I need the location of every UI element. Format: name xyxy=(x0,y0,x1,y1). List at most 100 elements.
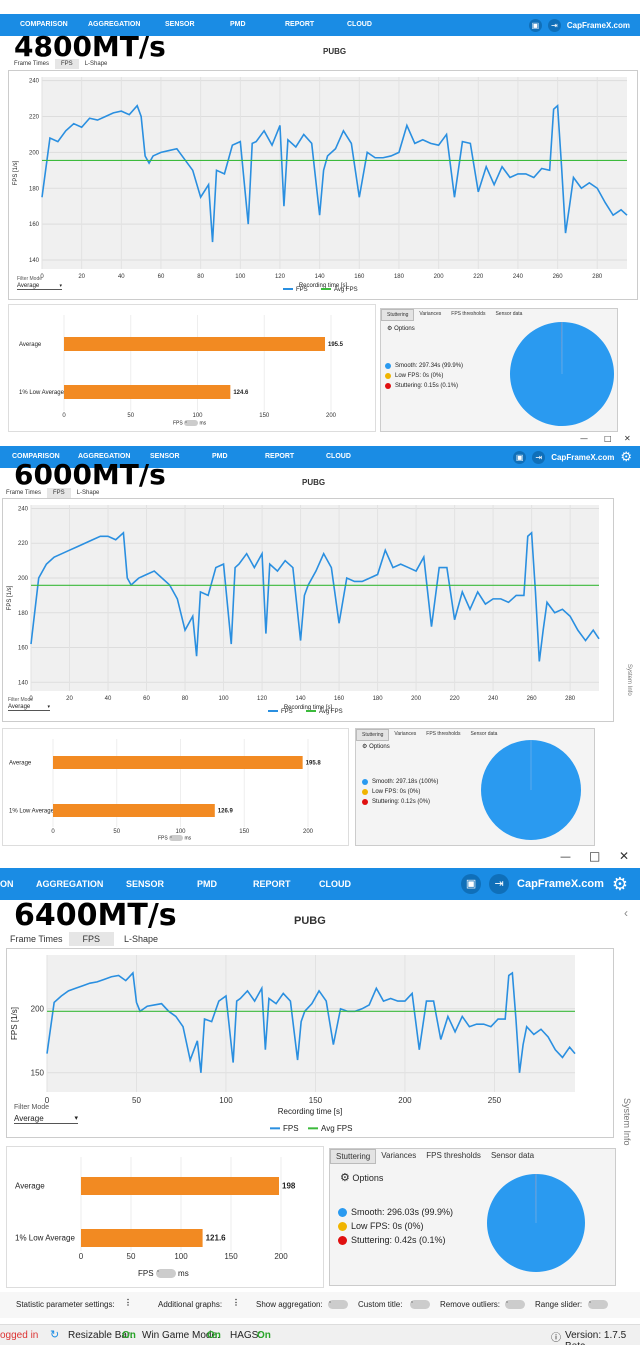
unit-toggle[interactable] xyxy=(155,1269,176,1279)
tab-sensor-data[interactable]: Sensor data xyxy=(470,731,498,737)
nav-cloud[interactable]: CLOUD xyxy=(347,21,372,28)
options-button[interactable]: ⚙ Options xyxy=(387,325,415,332)
minimize-button[interactable]: — xyxy=(560,850,571,863)
nav-cloud[interactable]: CLOUD xyxy=(326,453,351,460)
close-button[interactable]: ✕ xyxy=(624,434,631,443)
nav-pmd[interactable]: PMD xyxy=(230,21,246,28)
tab-sensor-data[interactable]: Sensor data xyxy=(490,1151,535,1160)
system-info-tab[interactable]: System Info xyxy=(626,664,632,696)
nav-aggregation[interactable]: AGGREGATION xyxy=(36,879,104,889)
fps-series-line xyxy=(30,531,600,662)
minimize-button[interactable]: — xyxy=(580,434,588,443)
fps-ms-toggle[interactable]: FPS ms xyxy=(173,420,206,426)
tab-fps[interactable]: FPS xyxy=(55,59,79,69)
nav-cloud[interactable]: CLOUD xyxy=(319,879,351,889)
screenshot-icon[interactable]: ▣ xyxy=(513,450,527,464)
bar-value-label: 121.6 xyxy=(206,1234,227,1243)
settings-gear-icon[interactable]: ⚙ xyxy=(611,873,628,894)
show-aggregation-toggle[interactable] xyxy=(328,1300,348,1309)
tab-l-shape[interactable]: L-Shape xyxy=(76,490,100,496)
screenshot-icon[interactable]: ▣ xyxy=(528,18,542,32)
nav-comparison[interactable]: ON xyxy=(0,879,14,889)
maximize-button[interactable]: □ xyxy=(589,849,601,863)
tab-stuttering[interactable]: Stuttering xyxy=(356,729,390,741)
tab-fps[interactable]: FPS xyxy=(68,932,115,946)
info-icon[interactable]: ⓘ xyxy=(551,1333,561,1344)
close-button[interactable]: ✕ xyxy=(619,849,630,863)
screenshot-icon[interactable]: ▣ xyxy=(461,874,482,894)
plot-area xyxy=(31,505,599,691)
tab-variances[interactable]: Variances xyxy=(381,1151,417,1160)
range-slider-toggle[interactable] xyxy=(588,1300,608,1309)
nav-aggregation[interactable]: AGGREGATION xyxy=(88,21,141,28)
tab-fps-thresholds[interactable]: FPS thresholds xyxy=(451,311,486,317)
low-fps-dot xyxy=(338,1221,347,1231)
login-icon[interactable]: ⇥ xyxy=(547,18,561,32)
tab-sensor-data[interactable]: Sensor data xyxy=(495,311,523,317)
remove-outliers-toggle[interactable] xyxy=(505,1300,525,1309)
tab-fps[interactable]: FPS xyxy=(47,488,71,498)
tab-l-shape[interactable]: L-Shape xyxy=(84,61,108,67)
main-nav: ON AGGREGATION SENSOR PMD REPORT CLOUD ▣… xyxy=(0,868,640,900)
filter-mode-select[interactable]: Average ▾ xyxy=(17,283,62,290)
fps-chart-box: 140 160 180 200 220 240 0 20 40 60 80 100 120 140 160 1… xyxy=(2,498,614,722)
unit-toggle[interactable] xyxy=(184,420,199,426)
options-button[interactable]: ⚙ Options xyxy=(340,1171,383,1184)
tab-variances[interactable]: Variances xyxy=(394,731,417,737)
options-button[interactable]: ⚙ Options xyxy=(362,743,390,750)
system-info-tab[interactable]: System Info xyxy=(622,1098,632,1146)
bar-x-tick-label: 150 xyxy=(239,829,250,835)
nav-comparison[interactable]: COMPARISON xyxy=(12,453,60,460)
bar-chart-box: 0 50 100 150 200 Average 198 1% Low Average 121.… xyxy=(6,1146,324,1288)
additional-graphs-kebab-icon[interactable]: ⋮ xyxy=(232,1298,240,1307)
y-tick-label: 220 xyxy=(18,541,29,547)
brand-label[interactable]: CapFrameX.com xyxy=(566,20,630,30)
filter-mode-select[interactable]: Average ▾ xyxy=(8,704,50,711)
tab-l-shape[interactable]: L-Shape xyxy=(124,934,159,944)
tab-fps-thresholds[interactable]: FPS thresholds xyxy=(426,1151,481,1160)
maximize-button[interactable]: □ xyxy=(604,434,612,443)
fps-series-line xyxy=(46,971,576,1073)
nav-comparison[interactable]: COMPARISON xyxy=(20,21,68,28)
nav-report[interactable]: REPORT xyxy=(265,453,295,460)
nav-sensor[interactable]: SENSOR xyxy=(150,453,180,460)
nav-pmd[interactable]: PMD xyxy=(197,879,217,889)
x-tick-label: 180 xyxy=(394,274,405,280)
y-tick-label: 140 xyxy=(29,258,40,264)
statistic-settings-kebab-icon[interactable]: ⋮ xyxy=(124,1298,132,1307)
legend-stuttering: Stuttering: 0.42s (0.1%) xyxy=(338,1233,453,1247)
nav-sensor[interactable]: SENSOR xyxy=(165,21,195,28)
hags-value: On xyxy=(257,1330,271,1341)
x-tick-label: 0 xyxy=(45,1096,50,1105)
nav-aggregation[interactable]: AGGREGATION xyxy=(78,453,131,460)
nav-pmd[interactable]: PMD xyxy=(212,453,228,460)
tab-variances[interactable]: Variances xyxy=(419,311,442,317)
login-icon[interactable]: ⇥ xyxy=(489,874,510,894)
tab-frame-times[interactable]: Frame Times xyxy=(14,61,50,67)
brand-label[interactable]: CapFrameX.com xyxy=(551,452,615,462)
x-tick-label: 100 xyxy=(219,696,230,702)
plot-area xyxy=(42,77,627,269)
fps-ms-toggle[interactable]: FPS ms xyxy=(138,1269,189,1279)
tab-frame-times[interactable]: Frame Times xyxy=(6,490,42,496)
tab-fps-thresholds[interactable]: FPS thresholds xyxy=(426,731,461,737)
filter-mode-select[interactable]: Average ▾ xyxy=(14,1114,78,1124)
nav-report[interactable]: REPORT xyxy=(285,21,315,28)
statistic-settings-label[interactable]: Statistic parameter settings: xyxy=(16,1300,115,1309)
fps-ms-toggle[interactable]: FPS ms xyxy=(158,835,191,841)
nav-sensor[interactable]: SENSOR xyxy=(126,879,165,889)
tab-stuttering[interactable]: Stuttering xyxy=(381,309,415,321)
brand-label[interactable]: CapFrameX.com xyxy=(517,878,604,890)
refresh-icon[interactable]: ↻ xyxy=(50,1329,60,1341)
tab-frame-times[interactable]: Frame Times xyxy=(10,934,63,944)
tab-stuttering[interactable]: Stuttering xyxy=(330,1149,377,1164)
nav-report[interactable]: REPORT xyxy=(253,879,291,889)
unit-toggle[interactable] xyxy=(169,835,184,841)
collapse-chevron-icon[interactable]: ‹ xyxy=(624,906,628,920)
settings-gear-icon[interactable]: ⚙ xyxy=(620,449,632,464)
fps-chart-box: 140 160 180 200 220 240 0 20 40 60 80 100 120 140 160 1… xyxy=(8,70,638,300)
additional-graphs-label[interactable]: Additional graphs: xyxy=(158,1300,223,1309)
login-icon[interactable]: ⇥ xyxy=(532,450,546,464)
custom-title-toggle[interactable] xyxy=(410,1300,430,1309)
x-tick-label: 80 xyxy=(182,696,189,702)
